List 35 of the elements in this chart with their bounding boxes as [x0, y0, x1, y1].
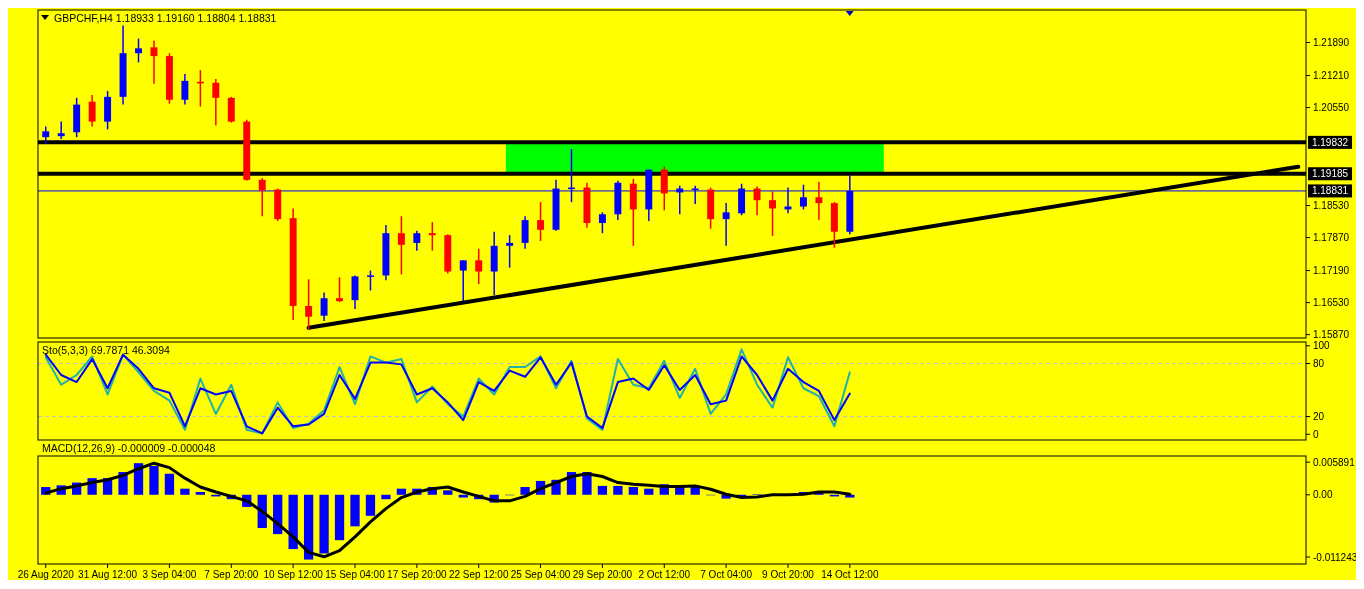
x-tick-label: 9 Oct 20:00 [762, 569, 815, 580]
y-tick-label: 0 [1313, 428, 1319, 440]
x-tick-label: 7 Sep 20:00 [204, 569, 259, 580]
chart-title: Sto(5,3,3) 69.7871 46.3094 [42, 344, 171, 356]
x-tick-label: 2 Oct 12:00 [638, 569, 691, 580]
y-tick-label: 100 [1313, 340, 1331, 352]
y-tick-label: 0.00 [1313, 489, 1333, 501]
y-tick-label: 1.21890 [1313, 37, 1350, 49]
x-tick-label: 17 Sep 20:00 [387, 569, 448, 580]
y-tick-label: 1.16530 [1313, 297, 1350, 309]
y-tick-label: 1.20550 [1313, 102, 1350, 114]
x-tick-label: 7 Oct 04:00 [700, 569, 753, 580]
y-tick-label: 0.005891 [1313, 456, 1356, 468]
y-tick-label: 1.17190 [1313, 265, 1350, 277]
chart-title: GBPCHF,H4 1.18933 1.19160 1.18804 1.18831 [54, 12, 277, 24]
ref-line-label: 1.19185 [1311, 168, 1349, 180]
y-tick-label: 20 [1313, 411, 1325, 423]
x-tick-label: 14 Oct 12:00 [821, 569, 879, 580]
chart-title: MACD(12,26,9) -0.000009 -0.000048 [42, 442, 216, 454]
x-tick-label: 31 Aug 12:00 [78, 569, 138, 580]
y-tick-label: 80 [1313, 357, 1325, 369]
ref-line-label: 1.19832 [1311, 136, 1349, 148]
y-tick-label: 1.21210 [1313, 70, 1350, 81]
y-tick-label: -0.011243 [1313, 551, 1358, 563]
y-tick-label: 1.17870 [1313, 232, 1350, 244]
x-tick-label: 26 Aug 2020 [17, 569, 75, 580]
y-tick-label: 1.18530 [1313, 200, 1350, 212]
x-tick-label: 15 Sep 04:00 [325, 569, 386, 580]
y-tick-label: 1.15870 [1313, 329, 1350, 341]
x-tick-label: 25 Sep 04:00 [510, 569, 571, 580]
ref-line-label: 1.18831 [1311, 185, 1349, 197]
x-tick-label: 22 Sep 12:00 [448, 569, 509, 580]
x-tick-label: 10 Sep 12:00 [263, 569, 324, 580]
x-tick-label: 29 Sep 20:00 [572, 569, 633, 580]
x-tick-label: 3 Sep 04:00 [142, 569, 197, 580]
